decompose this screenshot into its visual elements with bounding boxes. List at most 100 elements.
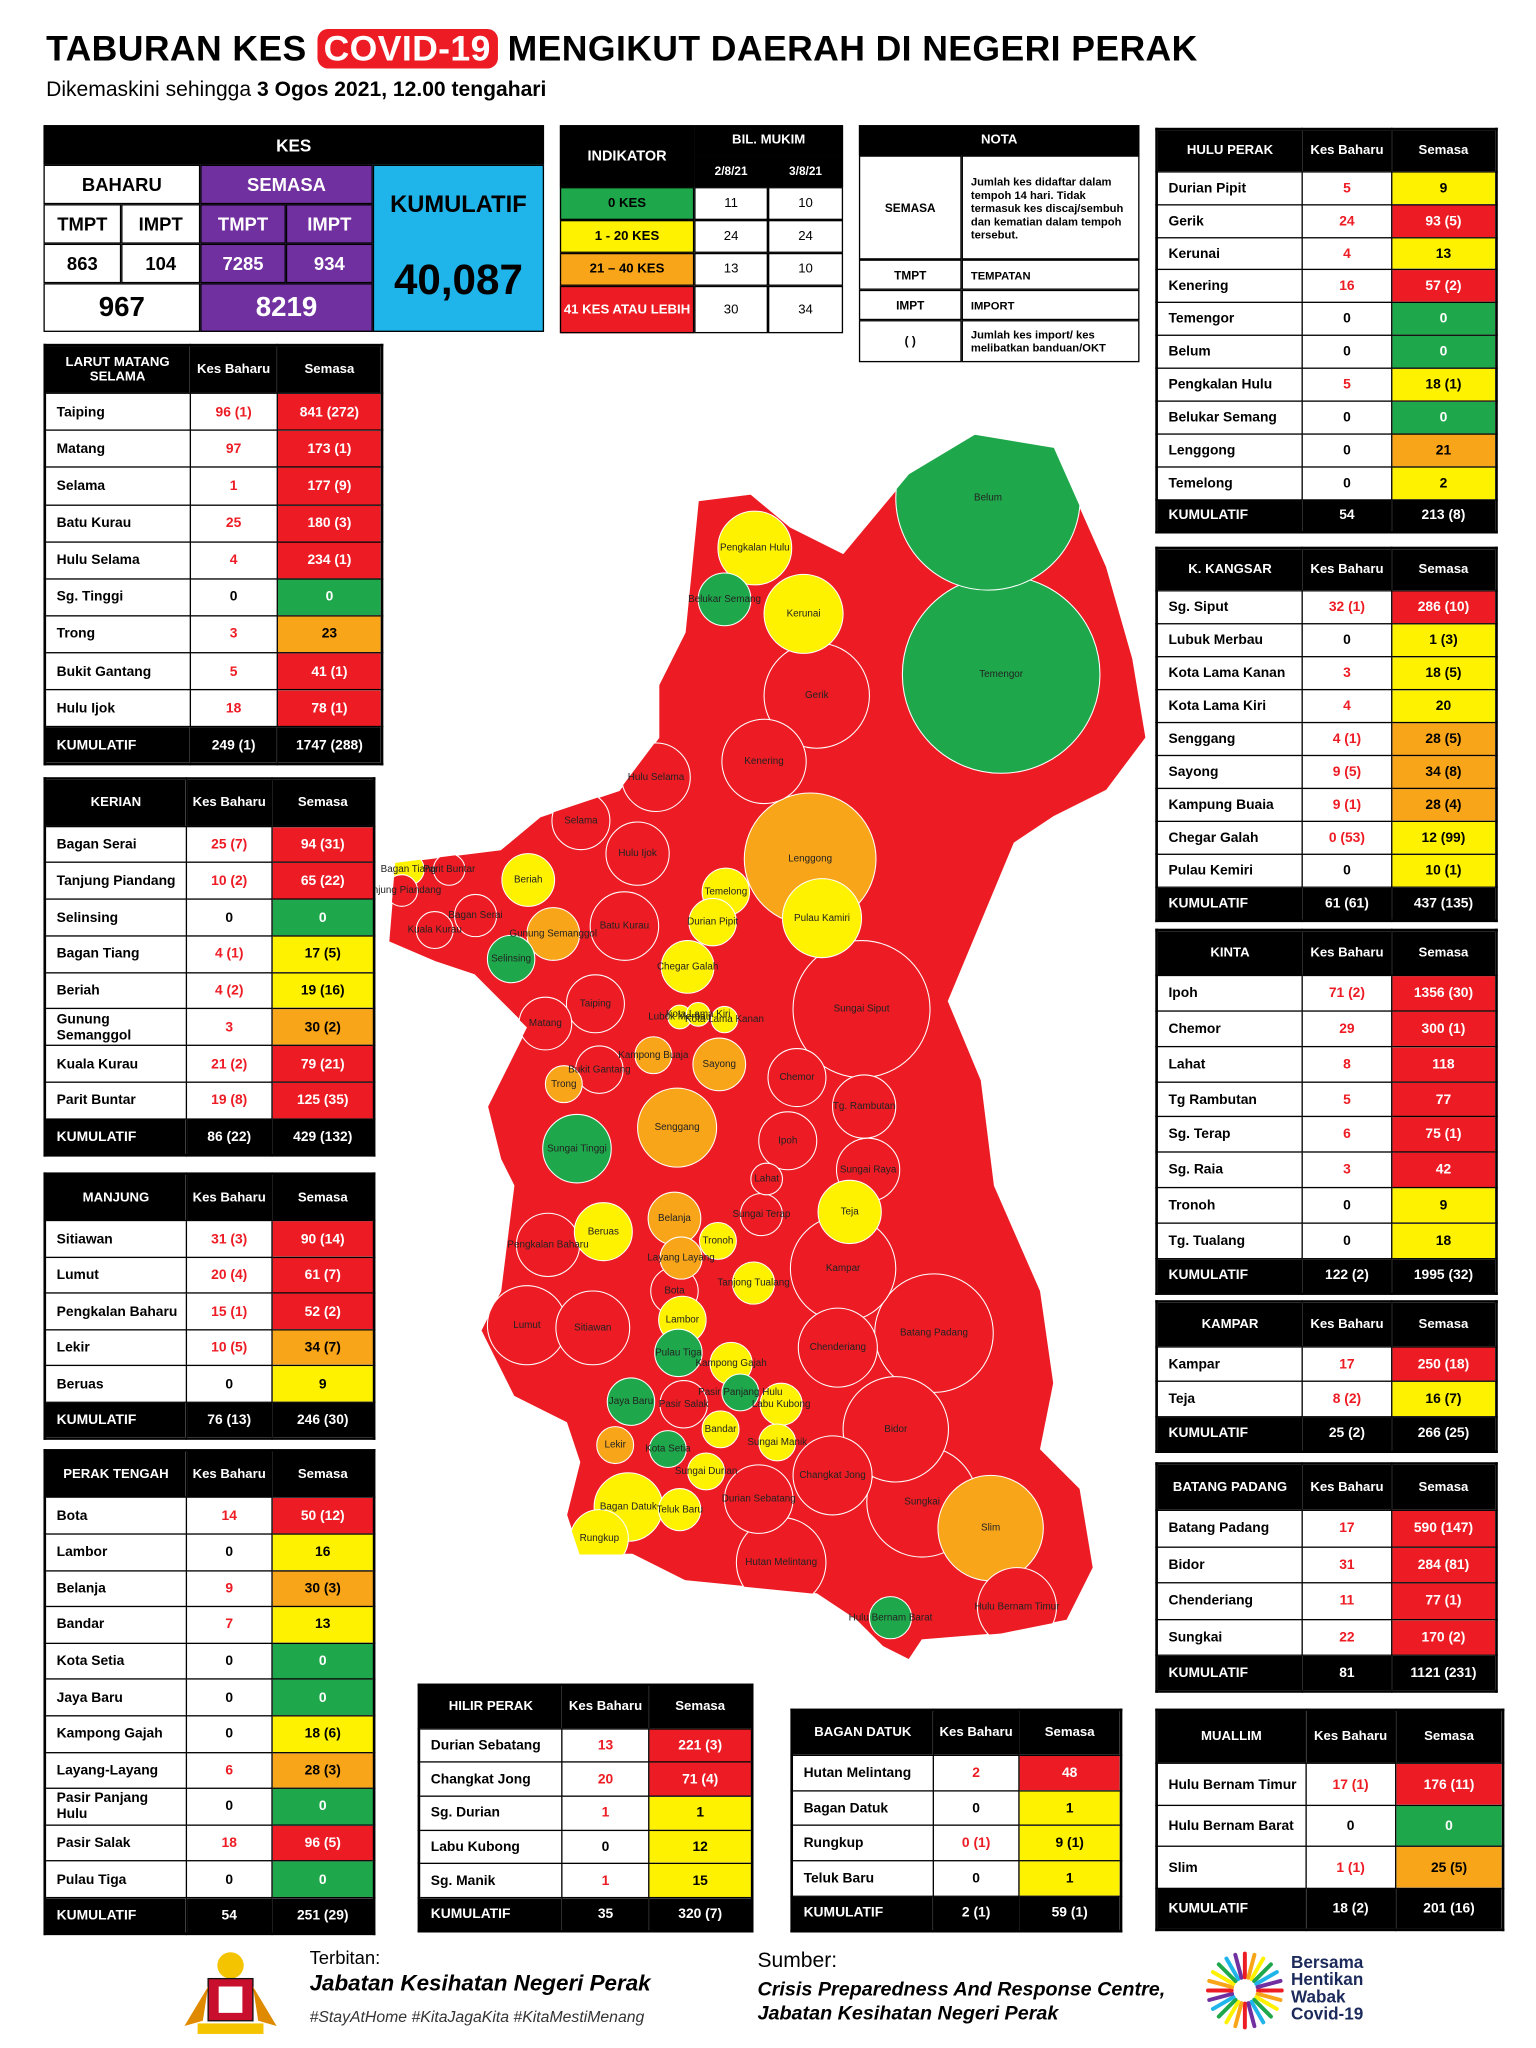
map-label: Bagan Serai xyxy=(448,910,502,921)
kes-semasa: 0 xyxy=(1390,302,1498,337)
total-semasa: 429 (132) xyxy=(271,1118,375,1156)
logo-ray xyxy=(1254,1995,1279,2011)
kes-semasa: 20 xyxy=(1390,689,1498,724)
header-row: K. KANGSAR Kes Baharu Semasa xyxy=(1155,547,1498,592)
data-row: Gunung Semanggol 3 30 (2) xyxy=(44,1008,375,1047)
map-label: Labu Kubong xyxy=(752,1399,811,1410)
mukim-name: Hulu Selama xyxy=(44,540,191,580)
kes-semasa: 176 (11) xyxy=(1394,1763,1504,1806)
map-label: Batu Kurau xyxy=(600,921,649,932)
header-row: HILIR PERAK Kes Baharu Semasa xyxy=(418,1684,753,1730)
total-semasa: 213 (8) xyxy=(1390,498,1498,533)
mukim-name: Temelong xyxy=(1155,465,1304,501)
map-label: Trong xyxy=(551,1079,576,1090)
mukim-name: Temengor xyxy=(1155,302,1304,337)
map-region xyxy=(688,897,737,947)
kes-col: TMPT xyxy=(43,204,122,244)
total-row: KUMULATIF 54 213 (8) xyxy=(1155,498,1498,533)
kes-semasa: 30 (3) xyxy=(271,1569,375,1608)
map-label: Lubok Merbau xyxy=(648,1012,711,1023)
mukim-name: Sg. Durian xyxy=(418,1795,563,1831)
kes-baharu: 0 xyxy=(185,1787,273,1826)
header-row: BATANG PADANG Kes Baharu Semasa xyxy=(1155,1462,1498,1512)
map-region xyxy=(565,974,625,1034)
kes-semasa: 78 (1) xyxy=(276,689,383,728)
mukim-name: Pasir Salak xyxy=(44,1824,188,1862)
total-row: KUMULATIF 61 (61) 437 (135) xyxy=(1155,886,1498,922)
map-label: Hulu Bernam Barat xyxy=(849,1612,933,1623)
data-row: Durian Sebatang 13 221 (3) xyxy=(418,1728,753,1764)
map-labels: Belum Temengor Pengkalan Hulu Belukar Seman… xyxy=(362,493,1060,1624)
mukim-name: Selinsing xyxy=(44,898,188,937)
kes-semasa: 0 xyxy=(271,1642,375,1681)
kes-semasa: 221 (3) xyxy=(648,1728,753,1764)
kes-baharu: 1 xyxy=(189,466,279,506)
data-row: Kenering 16 57 (2) xyxy=(1155,269,1498,304)
map-label: Lenggong xyxy=(788,854,832,865)
logo-ray xyxy=(1207,1978,1235,1990)
kes-title: KES xyxy=(43,125,545,165)
mukim-name: Jaya Baru xyxy=(44,1678,188,1717)
kes-semasa: 28 (3) xyxy=(271,1751,375,1790)
logo-line: Hentikan xyxy=(1290,1969,1364,1990)
map-region xyxy=(573,1202,633,1262)
col-header: Kes Baharu xyxy=(189,344,279,394)
title-highlight: COVID-19 xyxy=(316,28,498,69)
map-region xyxy=(388,874,419,907)
mukim-name: Kenering xyxy=(1155,269,1304,304)
col-header: Kes Baharu xyxy=(185,777,273,827)
data-row: Lahat 8 118 xyxy=(1155,1045,1498,1083)
data-row: Kota Setia 0 0 xyxy=(44,1642,375,1681)
mukim-name: Tanjung Piandang xyxy=(44,862,188,900)
kes-baharu: 0 xyxy=(185,1860,273,1899)
kes-semasa: 118 xyxy=(1390,1045,1498,1083)
data-row: Beruas 0 9 xyxy=(44,1365,375,1403)
mukim-name: Pulau Kemiri xyxy=(1155,854,1304,889)
mukim-name: Kota Lama Kiri xyxy=(1155,689,1304,724)
kes-semasa: 841 (272) xyxy=(276,392,383,432)
map-label: Chenderiang xyxy=(810,1342,866,1353)
map-label: Teja xyxy=(841,1207,860,1218)
data-row: Sg. Siput 32 (1) 286 (10) xyxy=(1155,590,1498,625)
crest-icon xyxy=(184,1952,277,2034)
col-header: Kes Baharu xyxy=(561,1684,650,1730)
col-header: Semasa xyxy=(271,1173,375,1222)
map-region xyxy=(596,1426,635,1465)
map-region xyxy=(453,893,498,938)
col-header: Kes Baharu xyxy=(1302,1462,1392,1512)
kes-semasa: 18 (1) xyxy=(1390,367,1498,402)
data-row: Bota 14 50 (12) xyxy=(44,1496,375,1535)
map-label: Batang Padang xyxy=(900,1328,968,1339)
mukim-name: Durian Sebatang xyxy=(418,1728,563,1764)
mukim-name: Belum xyxy=(1155,334,1304,369)
data-row: Senggang 4 (1) 28 (5) xyxy=(1155,722,1498,757)
data-row: Durian Pipit 5 9 xyxy=(1155,171,1498,206)
map-label: Kota Lama Kiri xyxy=(666,1009,731,1020)
data-row: Hulu Bernam Barat 0 0 xyxy=(1155,1804,1504,1848)
total-semasa: 246 (30) xyxy=(271,1401,375,1440)
col-header: Semasa xyxy=(1394,1709,1504,1765)
map-region xyxy=(687,1452,726,1491)
logo-ray xyxy=(1255,1978,1283,1990)
map-label: Sungai Durian xyxy=(675,1466,737,1477)
col-header: Kes Baharu xyxy=(1302,1300,1392,1348)
nota-term: IMPT xyxy=(858,289,962,321)
mukim-name: Changkat Jong xyxy=(418,1761,563,1797)
kes-baharu: 8 xyxy=(1302,1045,1392,1083)
kes-semasa: 0 xyxy=(1394,1804,1504,1848)
map-label: Kampar xyxy=(826,1263,861,1274)
district-table: BATANG PADANG Kes Baharu Semasa Batang Pada… xyxy=(1155,1462,1498,1693)
mukim-name: Kampong Gajah xyxy=(44,1715,188,1753)
mukim-name: Kerunai xyxy=(1155,236,1304,271)
subtitle-part: Dikemaskini sehingga xyxy=(46,79,252,102)
mukim-name: Parit Buntar xyxy=(44,1081,188,1120)
total-label: KUMULATIF xyxy=(1155,1887,1307,1931)
col-header: Kes Baharu xyxy=(1302,929,1392,977)
kes-baharu: 0 xyxy=(1304,1804,1397,1848)
kes-semasa: 10 (1) xyxy=(1390,854,1498,889)
kes-semasa: 12 (99) xyxy=(1390,821,1498,856)
logo-ray xyxy=(1216,1997,1238,2019)
kes-baharu: 19 (8) xyxy=(185,1081,273,1120)
nota-term: TMPT xyxy=(858,259,962,290)
data-row: Kota Lama Kanan 3 18 (5) xyxy=(1155,656,1498,691)
